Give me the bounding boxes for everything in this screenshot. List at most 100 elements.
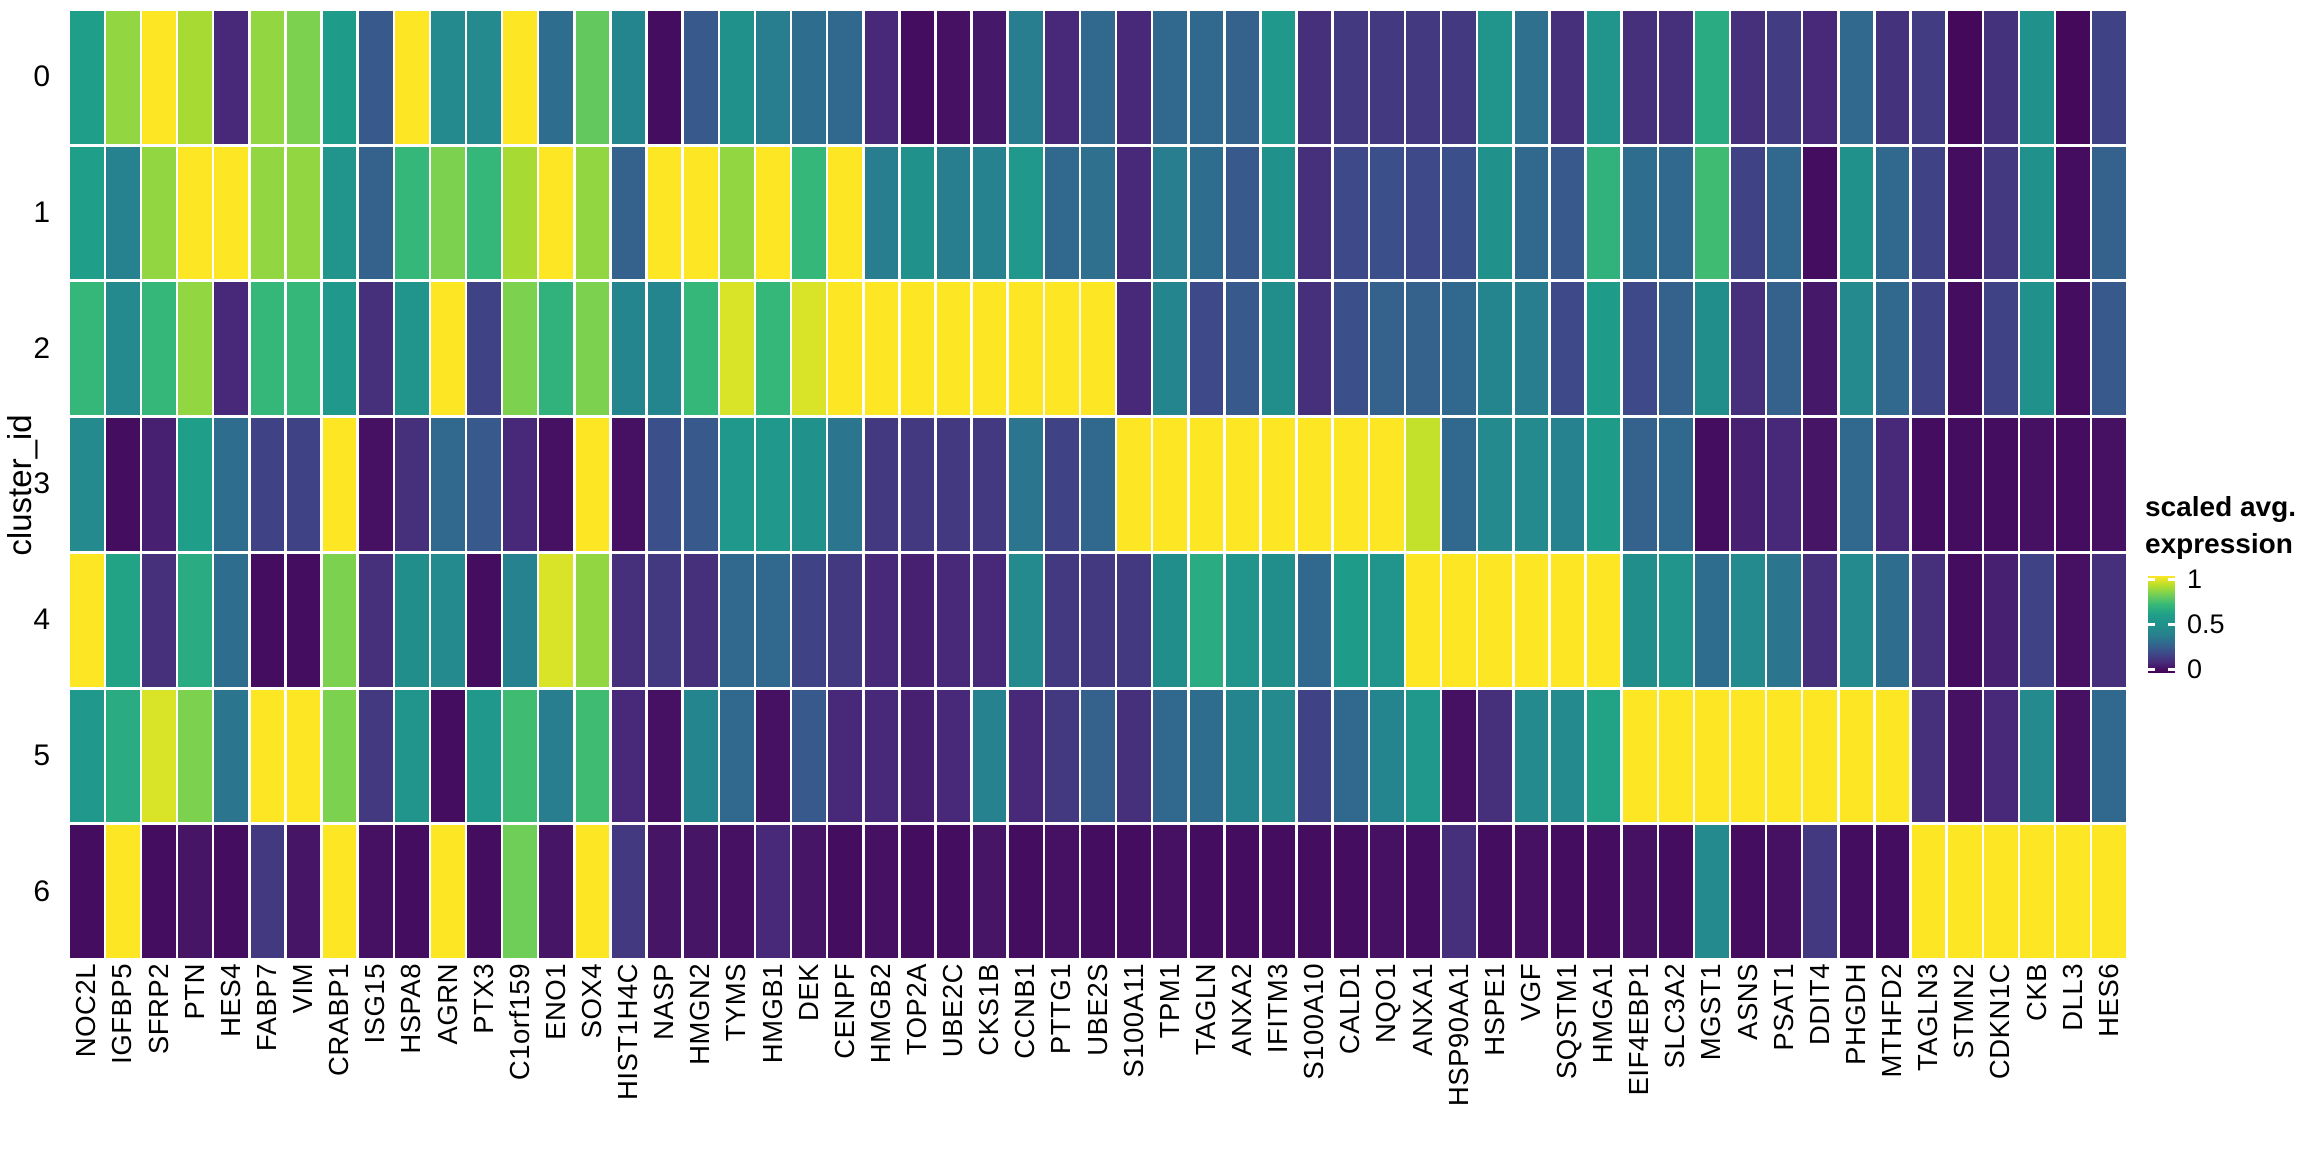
heatmap-cell [70, 689, 104, 823]
gene-label: UBE2C [937, 963, 969, 1058]
heatmap-cell [1803, 11, 1838, 144]
heatmap-cell [1297, 146, 1332, 280]
heatmap-cell [1153, 282, 1188, 416]
heatmap-cell [2092, 282, 2126, 416]
heatmap-cell [2056, 418, 2090, 551]
gene-label: ANXA2 [1226, 963, 1257, 1056]
heatmap-cell [1225, 418, 1260, 551]
gene-label: CENPF [828, 963, 860, 1059]
heatmap-cell [395, 146, 429, 280]
gene-label: CDKN1C [1984, 963, 2016, 1080]
heatmap-cell [1622, 418, 1657, 551]
heatmap-cell [1550, 553, 1585, 687]
heatmap-cell [575, 689, 610, 823]
heatmap-cell [2092, 146, 2126, 280]
heatmap-cell [1586, 825, 1621, 958]
heatmap-cell [1514, 418, 1549, 551]
heatmap-cell [1153, 146, 1188, 280]
legend-tick-label: 0.5 [2187, 609, 2225, 639]
heatmap-cell [539, 418, 574, 551]
legend-tick-dash [2168, 622, 2175, 626]
heatmap-cell [1261, 689, 1296, 823]
gene-label: SQSTM1 [1551, 963, 1583, 1080]
heatmap-cell [1297, 418, 1332, 551]
heatmap-cell [900, 553, 935, 687]
gene-label: MTHFD2 [1876, 963, 1908, 1078]
heatmap-cell [1297, 825, 1332, 958]
heatmap-cell [322, 146, 357, 280]
heatmap-cell [972, 11, 1007, 144]
gene-label: CKB [2020, 963, 2052, 1022]
heatmap-cell [1189, 689, 1224, 823]
heatmap-cell [467, 11, 501, 144]
heatmap-cell [539, 689, 574, 823]
heatmap-cell [1153, 825, 1188, 958]
heatmap-cell [792, 418, 826, 551]
heatmap-cell [1333, 11, 1368, 144]
heatmap-cell [1045, 146, 1079, 280]
heatmap-cell [900, 11, 935, 144]
heatmap-cell [1045, 11, 1079, 144]
heatmap-cell [1947, 146, 1982, 280]
heatmap-cell [1659, 146, 1693, 280]
heatmap-cell [756, 553, 790, 687]
heatmap-cell [1442, 418, 1476, 551]
heatmap [70, 11, 2126, 958]
heatmap-cell [900, 418, 935, 551]
heatmap-cell [1261, 825, 1296, 958]
heatmap-cell [1875, 553, 1910, 687]
heatmap-cell [936, 689, 971, 823]
heatmap-cell [575, 825, 610, 958]
heatmap-cell [431, 825, 465, 958]
heatmap-cell [2020, 553, 2054, 687]
heatmap-cell [1911, 553, 1946, 687]
gene-label: CCNB1 [1009, 963, 1041, 1059]
heatmap-cell [467, 146, 501, 280]
heatmap-cell [1659, 282, 1693, 416]
heatmap-cell [1550, 282, 1585, 416]
heatmap-cell [1333, 418, 1368, 551]
heatmap-cell [1622, 282, 1657, 416]
heatmap-cell [1045, 418, 1079, 551]
heatmap-cell [106, 11, 140, 144]
heatmap-cell [539, 825, 574, 958]
gene-label: HMGA1 [1587, 963, 1619, 1064]
heatmap-cell [647, 825, 682, 958]
heatmap-cell [2020, 825, 2054, 958]
heatmap-cell [286, 553, 321, 687]
heatmap-cell [250, 418, 285, 551]
heatmap-cell [358, 553, 393, 687]
heatmap-cell [70, 11, 104, 144]
heatmap-cell [1514, 11, 1549, 144]
heatmap-cell [539, 11, 574, 144]
heatmap-cell [106, 418, 140, 551]
heatmap-cell [1695, 11, 1729, 144]
heatmap-cell [1586, 11, 1621, 144]
heatmap-cell [1081, 146, 1115, 280]
heatmap-cell [756, 11, 790, 144]
gene-label: DDIT4 [1803, 963, 1835, 1045]
heatmap-cell [1622, 553, 1657, 687]
heatmap-cell [2020, 11, 2054, 144]
gene-label: ENO1 [539, 963, 571, 1040]
heatmap-cell [900, 825, 935, 958]
heatmap-cell [178, 418, 212, 551]
gene-label: S100A11 [1117, 963, 1149, 1078]
heatmap-cell [683, 146, 718, 280]
gene-label: PTTG1 [1045, 963, 1077, 1055]
heatmap-cell [1333, 146, 1368, 280]
heatmap-cell [1333, 282, 1368, 416]
heatmap-cell [1731, 146, 1765, 280]
heatmap-cell [1695, 146, 1729, 280]
heatmap-cell [286, 418, 321, 551]
heatmap-cell [936, 146, 971, 280]
gene-label: STMN2 [1948, 963, 1980, 1059]
heatmap-cell [1081, 825, 1115, 958]
heatmap-cell [503, 825, 537, 958]
heatmap-cell [1008, 11, 1043, 144]
heatmap-cell [1008, 825, 1043, 958]
heatmap-cell [1731, 825, 1765, 958]
heatmap-cell [2056, 553, 2090, 687]
heatmap-cell [250, 825, 285, 958]
heatmap-cell [611, 146, 646, 280]
